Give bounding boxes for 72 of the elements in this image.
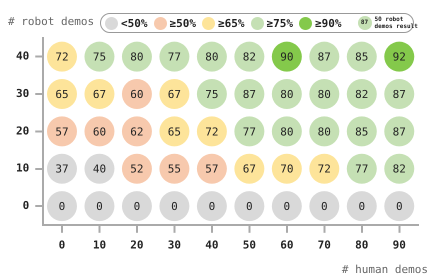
data-label: 90: [280, 50, 294, 64]
x-tick-label: 80: [355, 238, 368, 252]
data-label: 77: [168, 50, 182, 64]
data-label: 82: [242, 50, 256, 64]
data-label: 57: [205, 162, 219, 176]
data-label: 80: [130, 50, 144, 64]
x-tick-label: 90: [392, 238, 406, 252]
data-label: 77: [242, 125, 256, 138]
x-tick-label: 30: [168, 238, 182, 252]
data-label: 87: [242, 88, 256, 101]
data-label: 0: [58, 200, 66, 213]
data-label: 75: [205, 88, 219, 101]
text: ≥90%: [315, 16, 342, 30]
y-tick-label: 10: [16, 162, 30, 175]
x-tick-label: 60: [280, 238, 294, 252]
data-label: 0: [96, 200, 103, 213]
data-label: 0: [134, 200, 140, 213]
data-label: 85: [355, 125, 368, 138]
data-label: 77: [355, 162, 368, 176]
data-label: 87: [392, 125, 406, 138]
data-label: 37: [55, 162, 69, 176]
data-label: 0: [246, 200, 253, 213]
data-label: 0: [396, 200, 403, 213]
data-label: 85: [355, 50, 368, 64]
data-label: 82: [355, 88, 368, 101]
x-tick-label: 50: [242, 238, 256, 252]
data-label: 40: [92, 162, 106, 176]
text: <50%: [121, 16, 148, 30]
text: ≥50%: [170, 16, 196, 30]
data-label: 67: [242, 162, 256, 176]
data-label: 72: [205, 125, 219, 138]
data-label: 67: [168, 88, 182, 101]
x-tick-label: 40: [205, 238, 219, 252]
data-label: 65: [168, 125, 182, 138]
data-label: 72: [55, 50, 69, 64]
data-label: 60: [130, 88, 144, 101]
data-label: 80: [318, 88, 331, 101]
data-label: 80: [280, 88, 294, 101]
y-axis-title: # robot demos: [8, 15, 94, 28]
data-label: 67: [92, 88, 106, 101]
y-tick-label: 30: [16, 86, 30, 100]
data-label: 57: [55, 125, 69, 138]
data-label: 60: [92, 125, 106, 138]
text: ≥65%: [218, 16, 244, 30]
data-label: 0: [208, 200, 216, 213]
data-label: 87: [392, 88, 406, 101]
x-axis-title: # human demos: [342, 263, 428, 276]
y-tick-label: 0: [22, 198, 30, 212]
data-label: 0: [171, 200, 178, 213]
x-tick-label: 70: [318, 238, 331, 252]
data-label: 72: [318, 162, 331, 176]
text: ≥75%: [266, 16, 293, 30]
data-label: 87: [318, 50, 331, 64]
data-label: 92: [392, 50, 406, 64]
data-label: 65: [55, 88, 69, 101]
data-label: 80: [280, 125, 294, 138]
y-tick-label: 20: [16, 124, 30, 138]
data-label: 0: [321, 200, 328, 213]
x-tick-label: 20: [130, 238, 144, 252]
data-label: 82: [392, 162, 406, 176]
data-label: 80: [318, 125, 331, 138]
data-label: 0: [358, 200, 366, 213]
data-label: 75: [92, 50, 106, 64]
data-label: 70: [280, 162, 294, 176]
data-label: 80: [205, 50, 219, 64]
y-tick-label: 40: [16, 50, 30, 63]
data-label: 62: [130, 125, 144, 138]
data-label: 55: [168, 162, 182, 176]
data-label: 0: [284, 200, 290, 213]
x-tick-label: 0: [58, 238, 66, 252]
x-tick-label: 10: [92, 238, 106, 252]
data-label: 52: [130, 162, 144, 176]
